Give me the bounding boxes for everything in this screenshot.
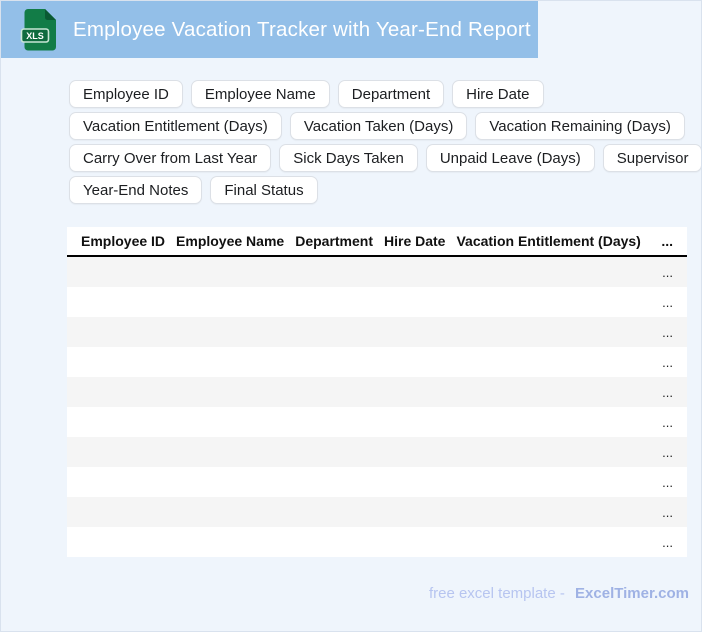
xls-badge-text: XLS — [26, 31, 44, 41]
chip-hire-date[interactable]: Hire Date — [452, 80, 544, 108]
row-more: ... — [662, 324, 673, 340]
table-body: ... ... ... ... ... ... ... ... ... ... — [67, 257, 687, 557]
table-header-row: Employee ID Employee Name Department Hir… — [67, 227, 687, 257]
chip-vacation-entitlement[interactable]: Vacation Entitlement (Days) — [69, 112, 282, 140]
row-more: ... — [662, 264, 673, 280]
column-chip-list: Employee ID Employee Name Department Hir… — [69, 80, 701, 208]
chip-vacation-remaining[interactable]: Vacation Remaining (Days) — [475, 112, 685, 140]
table-row: ... — [67, 287, 687, 317]
row-more: ... — [662, 414, 673, 430]
chip-carry-over[interactable]: Carry Over from Last Year — [69, 144, 272, 172]
table-row: ... — [67, 497, 687, 527]
chip-employee-id[interactable]: Employee ID — [69, 80, 183, 108]
chip-row: Vacation Entitlement (Days) Vacation Tak… — [69, 112, 701, 140]
row-more: ... — [662, 474, 673, 490]
row-more: ... — [662, 504, 673, 520]
row-more: ... — [662, 444, 673, 460]
table-row: ... — [67, 257, 687, 287]
chip-row: Carry Over from Last Year Sick Days Take… — [69, 144, 701, 172]
page-title: Employee Vacation Tracker with Year-End … — [73, 17, 531, 41]
row-more: ... — [662, 294, 673, 310]
column-header-department: Department — [295, 233, 373, 249]
chip-row: Year-End Notes Final Status — [69, 176, 701, 204]
chip-department[interactable]: Department — [337, 80, 445, 108]
xls-file-icon: XLS — [20, 8, 57, 50]
table-row: ... — [67, 437, 687, 467]
table-row: ... — [67, 467, 687, 497]
chip-supervisor[interactable]: Supervisor — [602, 144, 701, 172]
column-header-employee-name: Employee Name — [176, 233, 285, 249]
column-header-more: ... — [661, 233, 673, 249]
table-row: ... — [67, 377, 687, 407]
footer-credit: free excel template - ExcelTimer.com — [429, 585, 689, 602]
footer-brand-link[interactable]: ExcelTimer.com — [575, 585, 689, 602]
chip-final-status[interactable]: Final Status — [210, 176, 318, 204]
chip-vacation-taken[interactable]: Vacation Taken (Days) — [289, 112, 468, 140]
chip-sick-days[interactable]: Sick Days Taken — [279, 144, 418, 172]
footer-text: free excel template - — [428, 585, 565, 602]
row-more: ... — [662, 354, 673, 370]
column-header-hire-date: Hire Date — [384, 233, 446, 249]
chip-employee-name[interactable]: Employee Name — [190, 80, 330, 108]
chip-unpaid-leave[interactable]: Unpaid Leave (Days) — [425, 144, 595, 172]
table-row: ... — [67, 347, 687, 377]
title-bar: XLS Employee Vacation Tracker with Year-… — [1, 1, 538, 58]
spreadsheet-preview: Employee ID Employee Name Department Hir… — [67, 227, 687, 557]
row-more: ... — [662, 384, 673, 400]
column-header-vacation-entitlement: Vacation Entitlement (Days) — [456, 233, 641, 249]
column-header-employee-id: Employee ID — [81, 233, 166, 249]
table-row: ... — [67, 527, 687, 557]
row-more: ... — [662, 534, 673, 550]
chip-row: Employee ID Employee Name Department Hir… — [69, 80, 701, 108]
table-row: ... — [67, 407, 687, 437]
table-row: ... — [67, 317, 687, 347]
chip-year-end-notes[interactable]: Year-End Notes — [69, 176, 203, 204]
